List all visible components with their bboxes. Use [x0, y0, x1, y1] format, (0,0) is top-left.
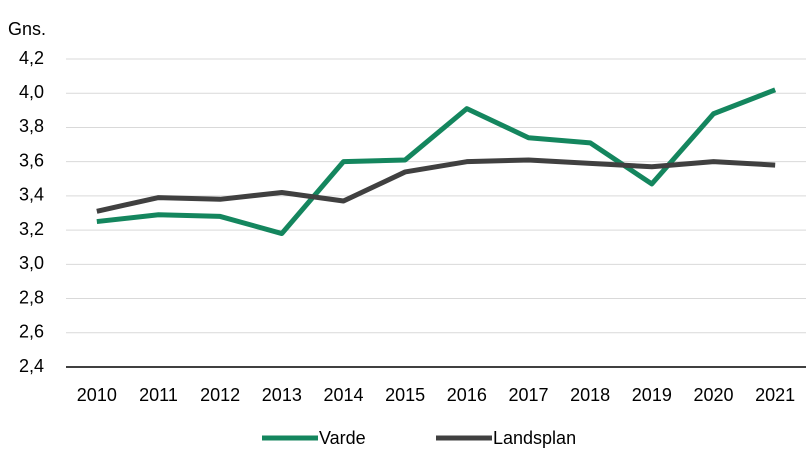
y-tick-label: 4,0 [19, 82, 44, 102]
x-tick-label: 2017 [508, 385, 548, 405]
x-tick-label: 2020 [693, 385, 733, 405]
y-tick-label: 3,6 [19, 150, 44, 170]
x-tick-label: 2013 [262, 385, 302, 405]
y-tick-label: 3,0 [19, 253, 44, 273]
x-tick-label: 2012 [200, 385, 240, 405]
x-tick-label: 2014 [323, 385, 363, 405]
x-tick-label: 2010 [77, 385, 117, 405]
legend-label: Landsplan [493, 428, 576, 448]
x-tick-label: 2021 [755, 385, 795, 405]
x-tick-label: 2011 [139, 385, 178, 405]
y-tick-label: 3,8 [19, 116, 44, 136]
y-axis-label: Gns. [8, 19, 46, 39]
y-tick-label: 2,4 [19, 356, 44, 376]
y-tick-label: 4,2 [19, 48, 44, 68]
y-tick-label: 3,4 [19, 185, 44, 205]
x-tick-label: 2015 [385, 385, 425, 405]
legend-label: Varde [319, 428, 366, 448]
y-tick-label: 3,2 [19, 219, 44, 239]
x-tick-label: 2018 [570, 385, 610, 405]
y-tick-label: 2,6 [19, 322, 44, 342]
x-tick-label: 2016 [447, 385, 487, 405]
y-tick-label: 2,8 [19, 287, 44, 307]
line [96, 87, 777, 237]
line [96, 157, 776, 214]
x-tick-label: 2019 [632, 385, 672, 405]
